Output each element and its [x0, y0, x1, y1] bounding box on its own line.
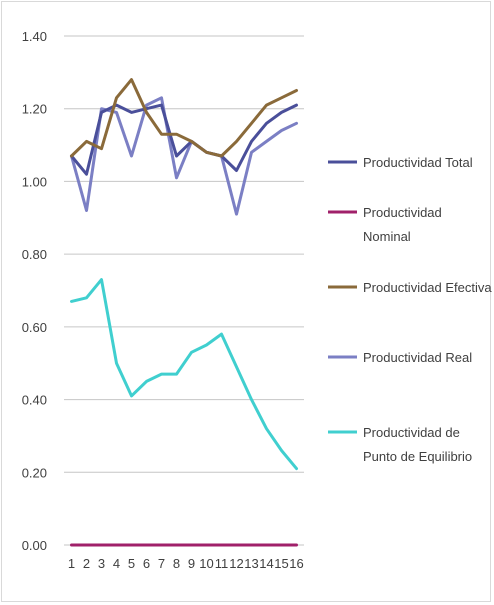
x-tick-label: 10	[199, 556, 213, 571]
y-tick-label: 0.80	[22, 247, 47, 262]
x-tick-label: 9	[188, 556, 195, 571]
x-tick-label: 3	[98, 556, 105, 571]
x-tick-label: 12	[229, 556, 243, 571]
x-axis-ticks: 1 2 3 4 5 6 7 8 9 10 11 12 13 14 15 16	[68, 556, 304, 571]
x-tick-label: 4	[113, 556, 120, 571]
x-tick-label: 2	[83, 556, 90, 571]
x-tick-label: 14	[259, 556, 273, 571]
legend: Productividad Total Productividad Nominal P…	[328, 155, 492, 464]
series-lines	[70, 78, 298, 547]
legend-label: Productividad de	[363, 425, 460, 440]
y-tick-label: 0.40	[22, 393, 47, 408]
x-tick-label: 1	[68, 556, 75, 571]
series-line-0	[70, 103, 298, 176]
x-tick-label: 15	[274, 556, 288, 571]
legend-label: Productividad Real	[363, 350, 472, 365]
x-tick-label: 8	[173, 556, 180, 571]
y-tick-label: 0.00	[22, 538, 47, 553]
legend-label: Productividad Total	[363, 155, 473, 170]
legend-label: Nominal	[363, 229, 411, 244]
x-tick-label: 5	[128, 556, 135, 571]
x-tick-label: 11	[215, 556, 229, 571]
y-tick-label: 1.40	[22, 29, 47, 44]
series-line-2	[70, 78, 298, 158]
y-tick-label: 0.60	[22, 320, 47, 335]
y-tick-label: 1.20	[22, 102, 47, 117]
x-tick-label: 6	[143, 556, 150, 571]
series-line-3	[70, 96, 298, 216]
legend-label: Punto de Equilibrio	[363, 449, 472, 464]
x-tick-label: 16	[289, 556, 303, 571]
y-axis-ticks: 0.00 0.20 0.40 0.60 0.80 1.00 1.20 1.40	[22, 29, 47, 553]
legend-label: Productividad Efectiva	[363, 280, 492, 295]
legend-label: Productividad	[363, 205, 442, 220]
x-tick-label: 13	[244, 556, 258, 571]
x-tick-label: 7	[158, 556, 165, 571]
series-line-4	[70, 278, 298, 471]
y-tick-label: 0.20	[22, 465, 47, 480]
y-tick-label: 1.00	[22, 174, 47, 189]
